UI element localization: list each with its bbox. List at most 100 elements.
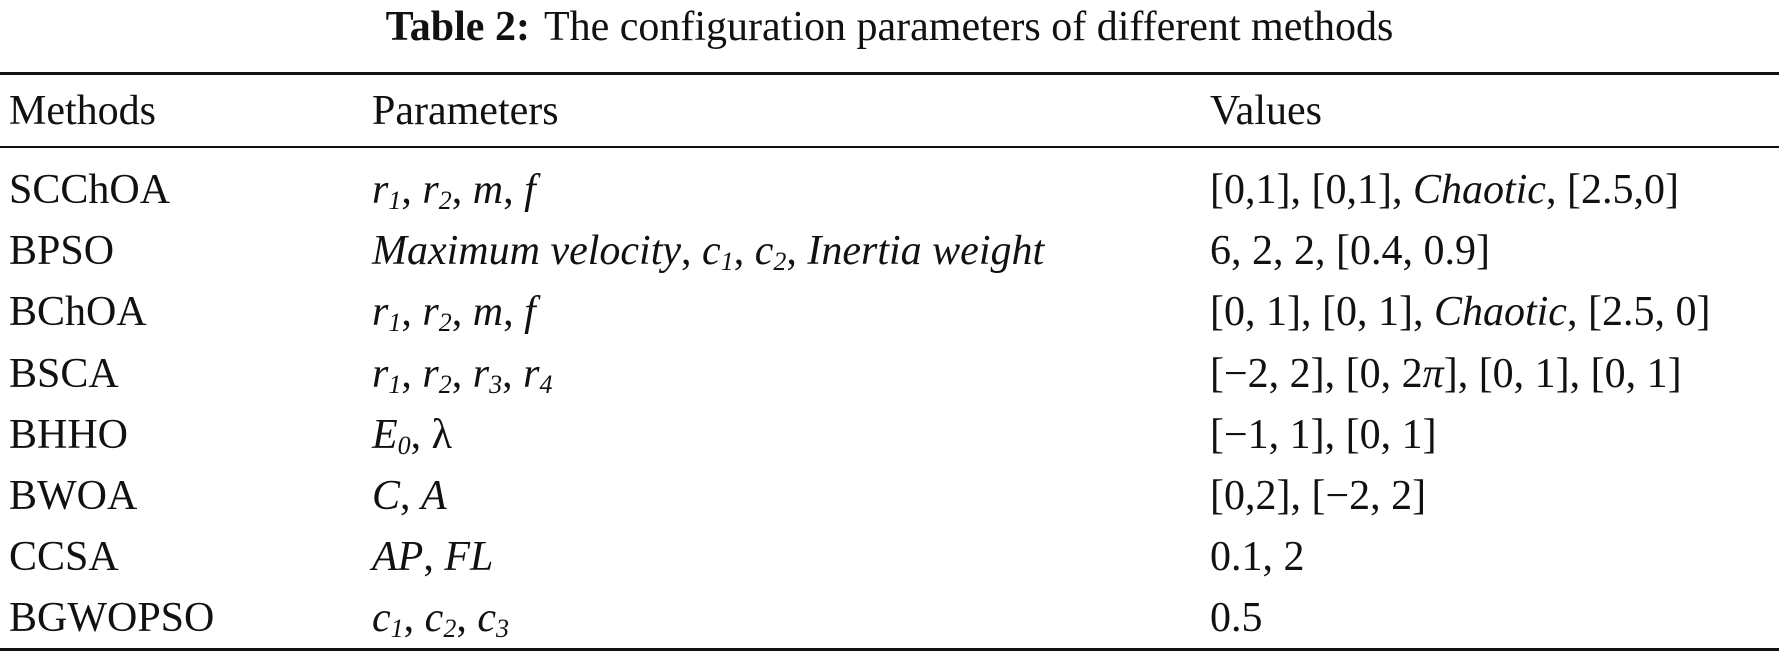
text-segment: 0.5 [1210, 595, 1263, 642]
parameters-cell: r1, r2, m, f [372, 165, 536, 226]
header-cell: Values [1210, 88, 1322, 134]
header-cell: Parameters [372, 88, 559, 134]
parameters-cell: AP, FL [372, 532, 493, 582]
bottom-rule [0, 648, 1779, 651]
text-segment: E [372, 411, 398, 458]
text-segment: f [524, 289, 536, 336]
method-cell: BGWOPSO [9, 595, 215, 642]
subscript: 1 [388, 186, 402, 215]
text-segment: , [456, 595, 478, 642]
text-segment: 0.1, 2 [1210, 534, 1305, 581]
values-cell: 6, 2, 2, [0.4, 0.9] [1210, 226, 1490, 276]
text-segment: r [372, 167, 389, 213]
text-segment: [0, 1], [0, 1], [1210, 289, 1434, 336]
text-segment: [0,2], [−2, 2] [1210, 473, 1427, 519]
text-segment: , [503, 289, 525, 336]
text-segment: f [524, 167, 536, 213]
text-segment: AP [372, 534, 424, 581]
values-cell: [−2, 2], [0, 2π], [0, 1], [0, 1] [1210, 349, 1682, 399]
text-segment: r [372, 289, 389, 336]
top-rule [0, 72, 1779, 75]
subscript: 1 [388, 308, 402, 338]
values-cell: [0,1], [0,1], Chaotic, [2.5,0] [1210, 165, 1679, 215]
text-segment: m [472, 289, 504, 336]
text-segment: r [422, 289, 439, 336]
text-segment: c [372, 595, 391, 642]
subscript: 1 [390, 614, 404, 644]
text-segment: π [1422, 350, 1444, 397]
text-segment: c [702, 228, 721, 275]
subscript: 1 [388, 369, 402, 399]
text-segment: Maximum velocity [372, 228, 682, 275]
text-segment: , [2.5,0] [1545, 167, 1679, 213]
values-cell: [0, 1], [0, 1], Chaotic, [2.5, 0] [1210, 287, 1710, 337]
table-caption: Table 2: The configuration parameters of … [0, 2, 1779, 52]
header-cell: Methods [9, 88, 156, 134]
text-segment: , λ [410, 411, 453, 458]
text-segment: , [2.5, 0] [1566, 289, 1711, 336]
text-segment: , [786, 228, 808, 275]
parameters-cell: r1, r2, m, f [372, 287, 536, 348]
text-segment: r [472, 350, 490, 397]
method-cell: BHHO [9, 411, 129, 458]
values-cell: [−1, 1], [0, 1] [1210, 410, 1437, 460]
text-segment: c [754, 228, 774, 275]
method-cell: SCChOA [9, 167, 171, 213]
values-cell: 0.5 [1210, 593, 1263, 643]
text-segment: [−2, 2], [0, 2 [1210, 350, 1423, 397]
method-cell: BPSO [9, 228, 115, 275]
parameters-cell: Maximum velocity, c1, c2, Inertia weight [372, 226, 1044, 287]
text-segment: r [523, 350, 540, 397]
subscript: 0 [397, 430, 411, 460]
method-cell: BSCA [9, 350, 119, 397]
method-cell: BChOA [9, 289, 147, 336]
text-segment: , [451, 350, 473, 397]
text-segment: m [472, 167, 504, 213]
subscript: 3 [489, 369, 503, 399]
text-segment: Chaotic [1412, 167, 1546, 213]
text-segment: , [401, 167, 423, 213]
subscript: 2 [438, 186, 452, 215]
parameters-cell: E0, λ [372, 410, 452, 471]
text-segment: , [400, 473, 422, 519]
text-segment: 6, 2, 2, [0.4, 0.9] [1210, 228, 1490, 275]
text-segment: , [451, 167, 473, 213]
text-segment: , [502, 350, 524, 397]
text-segment: Chaotic [1433, 289, 1567, 336]
text-segment: Inertia weight [807, 228, 1045, 275]
subscript: 1 [720, 247, 734, 277]
text-segment: r [422, 350, 439, 397]
text-segment: r [422, 167, 439, 213]
subscript: 2 [438, 369, 452, 399]
text-segment: C [372, 473, 401, 519]
parameters-cell: c1, c2, c3 [372, 593, 509, 654]
values-cell: 0.1, 2 [1210, 532, 1305, 582]
text-segment: [0,1], [0,1], [1210, 167, 1413, 213]
text-segment: , [401, 350, 423, 397]
text-segment: ], [0, 1], [0, 1] [1443, 350, 1682, 397]
text-segment: , [423, 534, 445, 581]
text-segment: [−1, 1], [0, 1] [1210, 411, 1437, 458]
text-segment: , [451, 289, 473, 336]
text-segment: , [401, 289, 423, 336]
text-segment: , [503, 167, 525, 213]
values-cell: [0,2], [−2, 2] [1210, 471, 1426, 521]
method-cell: BWOA [9, 473, 138, 519]
subscript: 2 [443, 614, 457, 644]
text-segment: FL [444, 534, 494, 581]
text-segment: c [477, 595, 496, 642]
text-segment: , [403, 595, 425, 642]
subscript: 3 [495, 614, 509, 644]
parameters-cell: C, A [372, 471, 447, 521]
parameters-cell: r1, r2, r3, r4 [372, 349, 552, 410]
subscript: 4 [539, 369, 553, 399]
text-segment: r [372, 350, 389, 397]
text-segment: c [424, 595, 444, 642]
subscript: 2 [438, 308, 452, 338]
subscript: 2 [773, 247, 787, 277]
text-segment: , [681, 228, 703, 275]
method-cell: CCSA [9, 534, 119, 581]
caption-text: The configuration parameters of differen… [543, 4, 1394, 50]
text-segment: A [421, 473, 447, 519]
